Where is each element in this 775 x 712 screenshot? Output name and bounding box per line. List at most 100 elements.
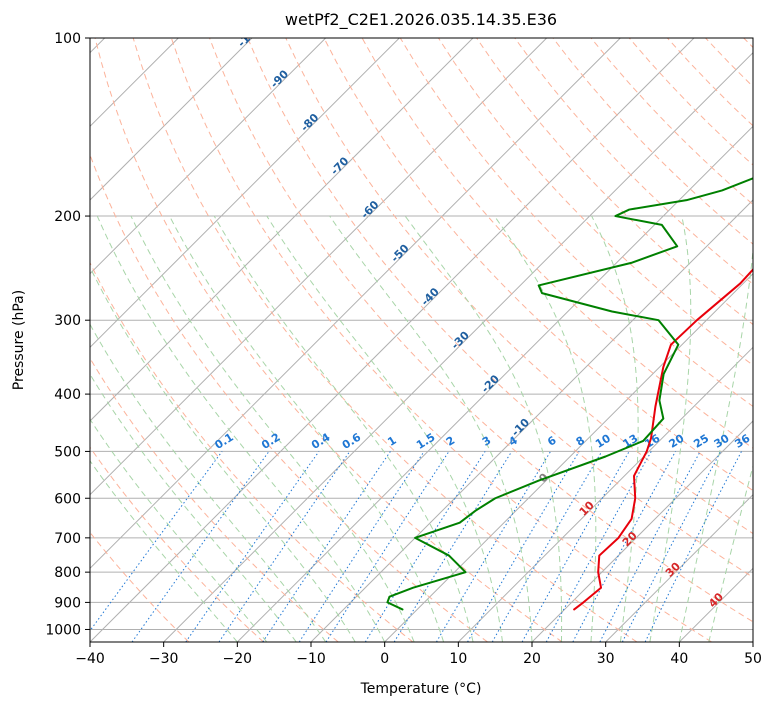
y-tick-label: 100 [54,31,81,47]
moist-adiabat-line [0,216,237,642]
mixing-ratio-line [546,451,651,642]
mixing-ratio-line [263,451,391,642]
mixing-ratio-label: 6 [545,434,559,449]
mixing-ratio-label: 0.2 [259,431,282,452]
y-tick-label: 900 [54,595,81,611]
mixing-ratio-line [365,451,485,642]
mixing-ratio-line [219,451,350,642]
y-tick-label: 1000 [45,622,81,638]
mixing-ratio-label: 20 [667,431,687,450]
moist-adiabat-line [0,216,267,642]
isotherm-line [16,38,620,642]
dry-adiabat-line [19,38,413,642]
isotherm-line [0,38,252,642]
y-tick-label: 700 [54,531,81,547]
plot-frame [90,38,753,642]
mixing-ratio-line [468,451,580,642]
dry-adiabat-line [553,38,775,642]
isotherm-label: -70 [328,154,351,177]
isotherm-line [0,38,399,642]
isotherm-label: -20 [479,372,502,395]
mixing-ratio-label: 1.5 [414,431,437,452]
dry-adiabat-line [133,38,637,642]
y-tick-label: 200 [54,209,81,225]
isotherm-label: 10 [577,498,597,518]
isotherm-line [311,38,775,642]
isotherm-line [532,38,775,642]
mixing-ratio-line [436,451,550,642]
x-tick-label: 0 [380,651,389,667]
mixing-ratio-label: 13 [620,432,640,451]
x-tick-label: −40 [75,651,105,667]
dewpoint-line [387,38,775,609]
x-tick-label: 30 [597,651,615,667]
dry-adiabat-line [57,38,488,642]
dry-adiabat-line [0,38,338,642]
moist-adiabat-line [131,216,414,642]
isotherm-label: -100 [235,21,264,50]
mixing-ratio-label: 2 [444,434,457,449]
mixing-ratio-label: 3 [480,434,493,449]
x-tick-label: 40 [670,651,688,667]
moist-adiabat-line [67,216,355,642]
y-tick-label: 500 [54,444,81,460]
x-tick-label: −30 [149,651,179,667]
dry-adiabat-line [0,38,189,642]
y-tick-label: 800 [54,565,81,581]
dry-adiabat-line [515,38,775,642]
dry-adiabat-line [744,38,775,642]
y-tick-label: 400 [54,387,81,403]
isotherm-label: 30 [663,559,683,579]
mixing-ratio-line [600,451,700,642]
moist-adiabat-line [405,216,561,642]
mixing-ratio-label: 10 [593,431,613,450]
mixing-ratio-label: 25 [691,432,711,451]
isotherm-label: -60 [358,198,381,221]
isotherm-label: 40 [706,590,726,610]
isotherm-line [753,38,775,642]
isotherm-label: -90 [268,67,291,90]
dry-adiabat-line [591,38,775,642]
chart-title: wetPf2_C2E1.2026.035.14.35.E36 [285,10,557,30]
x-axis-title: Temperature (°C) [360,681,482,697]
isotherm-line [0,38,326,642]
moist-adiabat-line [170,216,444,642]
x-tick-label: 10 [449,651,467,667]
moist-adiabat-line [709,216,775,642]
mixing-ratio-label: 1 [385,434,398,449]
background-lines [0,38,775,642]
dry-adiabat-line [706,38,775,642]
mixing-ratio-line [573,451,676,642]
moist-adiabat-line [267,216,503,642]
x-tick-label: 20 [523,651,541,667]
mixing-ratio-line [82,451,222,642]
mixing-ratio-label: 36 [732,431,752,450]
sounding-series [387,38,775,609]
isotherm-line [458,38,775,642]
x-tick-label: −20 [223,651,253,667]
isotherm-label: -50 [388,241,411,264]
isotherm-line [679,38,775,642]
isotherm-label: -40 [419,285,442,308]
y-tick-label: 300 [54,313,81,329]
y-tick-label: 600 [54,491,81,507]
dry-adiabat-line [0,38,264,642]
mixing-ratio-line [299,451,424,642]
dry-adiabat-line [667,38,775,642]
isotherm-label: -80 [298,111,321,134]
x-tick-label: −10 [296,651,326,667]
mixing-ratio-label: 0.4 [309,430,333,452]
moist-adiabat-line [214,216,473,642]
mixing-ratio-label: 0.1 [212,431,235,452]
y-axis-title: Pressure (hPa) [11,290,27,390]
mixing-ratio-label: 30 [712,431,732,450]
moist-adiabat-line [97,216,384,642]
x-tick-label: 50 [744,651,762,667]
dry-adiabat-line [438,38,775,642]
isotherm-label: -30 [449,329,472,352]
dry-adiabat-line [95,38,562,642]
mixing-ratio-label: 0.6 [340,430,364,452]
